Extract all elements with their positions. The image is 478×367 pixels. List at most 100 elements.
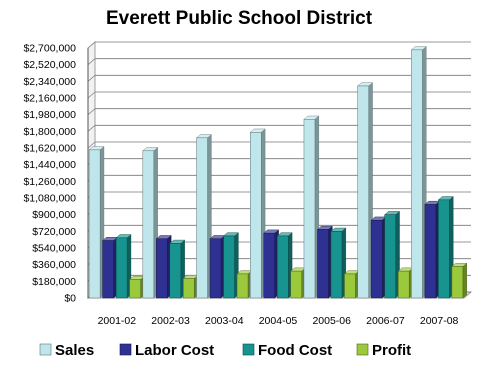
bar-front [88,149,101,299]
y-tick-label: $0 [64,293,76,305]
bar-front [344,273,356,299]
bar-front [277,235,289,299]
y-tick-label: $2,700,000 [23,43,76,55]
bar-profit-2003-04 [236,270,253,299]
x-tick-label: 2006-07 [366,315,405,327]
bar-front [317,229,329,299]
legend-swatch [119,343,132,356]
legend-item-sales: Sales [39,342,94,359]
bar-front [357,85,369,299]
bar-food-cost-2006-07 [384,210,401,299]
y-tick-label: $1,980,000 [23,109,76,121]
bar-sales-2002-03 [142,147,159,299]
y-tick-label: $2,160,000 [23,93,76,105]
legend-label: Food Cost [258,342,332,359]
bar-front [102,240,114,299]
legend-item-profit: Profit [356,342,411,359]
grid-line-depth [87,91,96,99]
y-tick-label: $1,620,000 [23,143,76,155]
bar-profit-2007-08 [451,262,468,299]
y-tick-label: $900,000 [32,209,76,221]
y-tick-label: $1,260,000 [23,176,76,188]
legend-swatch [242,343,255,356]
bar-front [209,238,222,299]
bar-sales-2004-05 [249,128,266,299]
bar-profit-2006-07 [397,267,414,299]
bar-front [236,273,249,299]
bar-front [250,132,262,299]
bar-side [462,262,467,299]
bar-labor-cost-2006-07 [370,216,387,299]
bar-food-cost-2005-06 [330,227,347,299]
bar-food-cost-2001-02 [115,234,132,299]
legend-label: Labor Cost [135,342,214,359]
bar-labor-cost-2001-02 [102,236,118,299]
bar-food-cost-2002-03 [169,239,186,299]
bar-front [384,214,396,299]
bar-sales-2001-02 [88,146,105,299]
legend-label: Sales [55,342,94,359]
x-tick-label: 2002-03 [151,315,190,327]
bar-labor-cost-2002-03 [155,235,172,299]
bar-profit-2005-06 [343,270,360,299]
y-tick-label: $2,520,000 [23,59,76,71]
bar-front [424,204,437,299]
bar-front [438,199,450,299]
bar-front [290,270,302,299]
y-tick-label: $360,000 [32,259,76,271]
bar-front [183,278,195,299]
bar-front [370,219,383,299]
legend-swatch [356,343,369,356]
y-tick-label: $1,440,000 [23,159,76,171]
legend-item-labor-cost: Labor Cost [119,342,214,359]
x-tick-label: 2001-02 [98,315,137,327]
bar-food-cost-2004-05 [276,232,293,299]
legend-item-food-cost: Food Cost [242,342,332,359]
bar-food-cost-2003-04 [222,232,239,299]
x-tick-label: 2005-06 [312,315,351,327]
bar-sales-2006-07 [357,82,374,299]
bar-labor-cost-2004-05 [263,229,280,299]
bar-sales-2003-04 [195,134,212,299]
x-tick-label: 2003-04 [205,315,244,327]
legend-label: Profit [372,342,411,359]
bar-labor-cost-2003-04 [209,235,226,299]
bar-front [397,270,410,299]
bar-front [129,279,141,299]
grid-line-depth [87,108,96,115]
y-axis-tick-labels: $0 $180,000 $360,000 $540,000 $720,000 $900,0… [23,43,76,305]
y-tick-label: $180,000 [32,276,76,288]
bar-front [142,150,155,299]
bar-front [223,235,235,299]
grid-line-depth [87,58,96,65]
bar-sales-2005-06 [303,115,320,299]
y-tick-label: $1,800,000 [23,126,76,138]
bar-front [156,238,168,299]
bar-front [169,243,182,299]
bar-labor-cost-2005-06 [316,225,333,299]
bar-front [411,49,423,299]
y-tick-label: $2,340,000 [23,76,76,88]
bar-profit-2004-05 [290,267,307,299]
x-axis-category-labels: 2001-02 2002-03 2003-04 2004-05 2005-06 2006-… [98,315,459,327]
grid-line-depth [87,75,96,82]
grid-line-depth [87,125,96,132]
grid-line-depth [87,41,96,49]
bar-labor-cost-2007-08 [424,200,441,299]
bar-front [451,266,464,299]
bar-front [196,137,208,299]
chart-title: Everett Public School District [106,8,373,29]
bar-profit-2001-02 [129,275,145,299]
legend-swatch [39,343,52,356]
bar-food-cost-2007-08 [437,196,454,299]
bar-front [115,237,128,299]
bars [88,46,468,299]
bar-profit-2002-03 [182,274,199,299]
y-tick-label: $1,080,000 [23,193,76,205]
grid-line-depth [87,141,96,149]
y-tick-label: $540,000 [32,243,76,255]
bar-sales-2007-08 [410,46,427,299]
bar-front [263,232,275,299]
bar-front [303,119,316,299]
